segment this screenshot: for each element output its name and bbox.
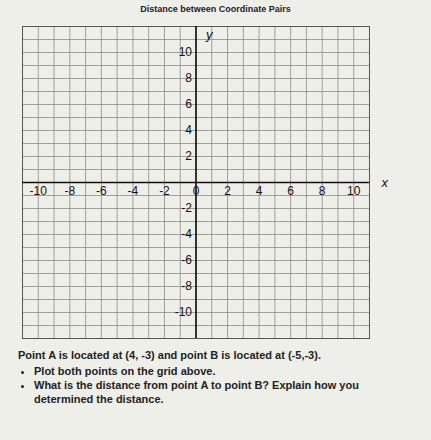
svg-text:-2: -2: [181, 201, 192, 215]
svg-text:x: x: [381, 175, 389, 190]
svg-text:-8: -8: [64, 184, 75, 198]
svg-text:-4: -4: [128, 184, 139, 198]
svg-text:-6: -6: [181, 253, 192, 267]
svg-text:-10: -10: [175, 305, 193, 319]
svg-text:-4: -4: [181, 227, 192, 241]
svg-text:10: 10: [347, 184, 361, 198]
svg-text:8: 8: [319, 184, 326, 198]
html-text:Point A is located at (4, -3): Point A is located at (4, -3) and point …: [18, 349, 321, 361]
html-text:What is the distance from poin: What is the distance from point A to poi…: [34, 379, 359, 405]
svg-text:4: 4: [256, 184, 263, 198]
svg-text:-2: -2: [159, 184, 170, 198]
svg-text:4: 4: [185, 123, 192, 137]
html-text:Distance between Coordinate Pa: Distance between Coordinate Pairs: [140, 4, 291, 14]
svg-text:6: 6: [185, 97, 192, 111]
svg-text:2: 2: [224, 184, 231, 198]
svg-text:10: 10: [179, 45, 193, 59]
html-text:Plot both points on the grid a: Plot both points on the grid above.: [34, 365, 216, 377]
svg-text:y: y: [205, 27, 214, 42]
svg-text:-10: -10: [30, 184, 48, 198]
svg-text:6: 6: [287, 184, 294, 198]
svg-text:2: 2: [185, 149, 192, 163]
svg-text:-8: -8: [181, 279, 192, 293]
svg-text:8: 8: [185, 71, 192, 85]
svg-text:0: 0: [193, 184, 200, 198]
svg-text:-6: -6: [96, 184, 107, 198]
